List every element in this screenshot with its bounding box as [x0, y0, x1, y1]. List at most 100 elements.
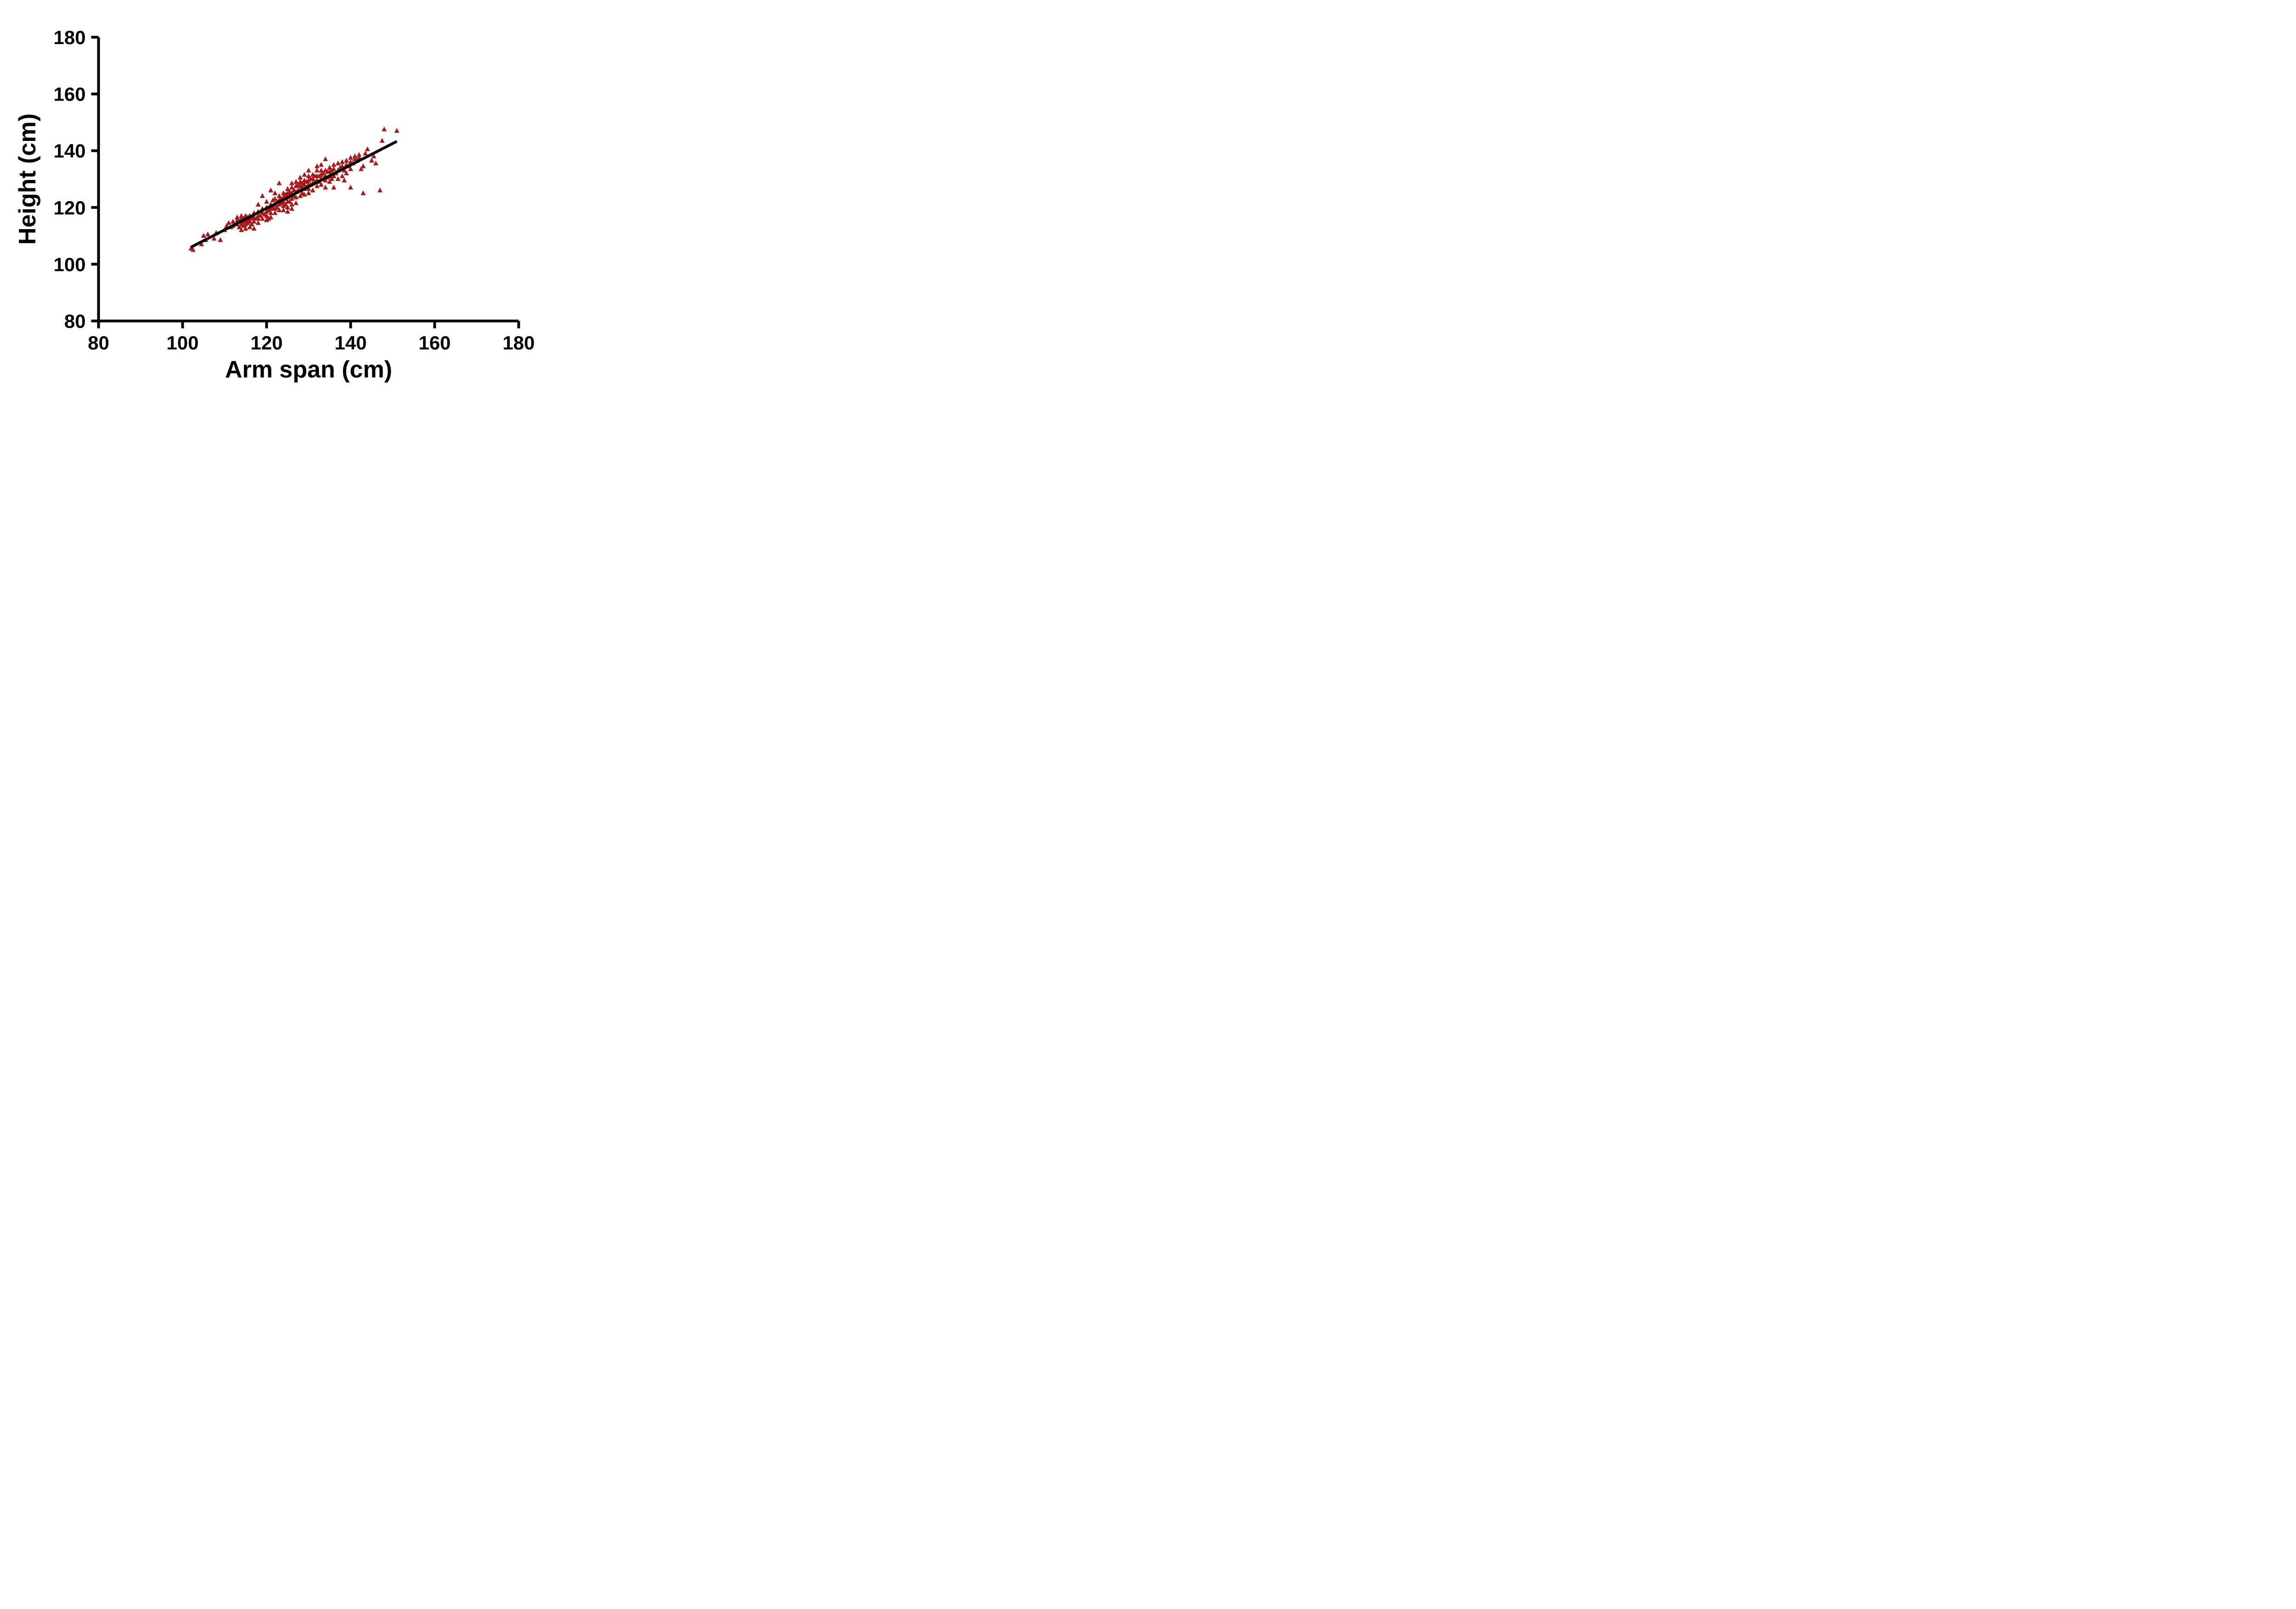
scatter-point	[323, 185, 328, 190]
scatter-point	[268, 206, 274, 211]
scatter-point	[236, 224, 242, 230]
x-tick-label: 100	[167, 332, 199, 354]
scatter-point	[298, 193, 303, 198]
y-tick-label: 140	[54, 140, 86, 162]
scatter-point	[270, 197, 276, 203]
x-tick-label: 140	[335, 332, 367, 354]
scatter-point	[348, 155, 354, 160]
x-tick-label: 160	[418, 332, 450, 354]
y-tick-label: 160	[54, 84, 86, 105]
scatter-point	[243, 221, 248, 227]
scatter-point	[306, 173, 311, 178]
scatter-point	[255, 220, 261, 225]
scatter-point	[335, 160, 341, 166]
scatter-point	[279, 200, 284, 205]
scatter-point	[258, 213, 263, 218]
scatter-point	[283, 202, 288, 207]
scatter-point	[329, 168, 334, 173]
scatter-point	[343, 170, 349, 175]
scatter-point	[226, 220, 231, 225]
scatter-point	[272, 196, 278, 201]
scatter-point	[276, 207, 282, 213]
scatter-point	[327, 169, 332, 174]
scatter-point	[360, 163, 366, 169]
scatter-point	[249, 221, 255, 227]
scatter-point	[190, 247, 196, 252]
regression-line	[190, 140, 398, 248]
scatter-point	[255, 216, 261, 221]
scatter-point	[342, 177, 347, 183]
scatter-point	[268, 214, 274, 219]
scatter-chart: Arm span (cm) Height (cm) 80 100 120 140 160…	[0, 0, 574, 402]
scatter-point	[287, 199, 293, 204]
scatter-plot-svg: Arm span (cm) Height (cm) 80 100 120 140 160…	[14, 27, 535, 383]
scatter-point	[348, 166, 354, 171]
scatter-point	[247, 219, 253, 224]
scatter-point	[314, 168, 320, 173]
scatter-point	[245, 220, 250, 225]
scatter-point	[205, 231, 210, 236]
x-tick-label: 120	[251, 332, 283, 354]
scatter-point	[281, 203, 286, 208]
scatter-point	[342, 168, 347, 173]
x-axis-label: Arm span (cm)	[225, 356, 392, 383]
scatter-point	[327, 179, 332, 184]
scatter-point	[235, 214, 240, 219]
scatter-point	[239, 227, 244, 232]
scatter-point	[352, 153, 358, 158]
scatter-point	[276, 193, 282, 198]
scatter-point	[318, 172, 324, 177]
scatter-point	[348, 185, 354, 190]
scatter-point	[230, 219, 236, 224]
scatter-point	[199, 241, 204, 247]
scatter-point	[339, 159, 345, 164]
y-tick-label: 180	[54, 27, 86, 48]
scatter-point	[259, 193, 265, 198]
scatter-point	[331, 166, 337, 171]
scatter-point	[318, 168, 324, 173]
scatter-point	[264, 213, 270, 218]
scatter-point	[306, 186, 311, 191]
scatter-point	[276, 202, 282, 207]
scatter-point	[327, 164, 332, 170]
scatter-point	[331, 173, 337, 178]
scatter-point	[329, 176, 334, 181]
scatter-point	[268, 187, 274, 192]
scatter-point	[339, 163, 345, 169]
scatter-point	[266, 216, 271, 221]
scatter-point	[289, 202, 294, 207]
scatter-point	[211, 236, 217, 241]
scatter-point	[310, 187, 315, 192]
scatter-point	[335, 176, 341, 181]
scatter-point	[314, 163, 320, 169]
scatter-point	[283, 191, 288, 197]
scatter-point	[285, 190, 290, 196]
scatter-point	[304, 179, 309, 184]
scatter-point	[302, 191, 307, 197]
scatter-point	[289, 196, 294, 201]
scatter-point	[371, 153, 377, 158]
scatter-point	[201, 233, 206, 238]
scatter-point	[218, 237, 223, 242]
scatter-point	[369, 158, 374, 163]
scatter-point	[365, 146, 370, 152]
scatter-point	[293, 200, 299, 205]
scatter-point	[306, 177, 311, 183]
scatter-point	[239, 213, 244, 218]
scatter-point	[379, 138, 385, 143]
scatter-point	[363, 151, 368, 156]
scatter-point	[356, 152, 362, 157]
scatter-point	[293, 194, 299, 200]
scatter-point	[289, 180, 294, 186]
scatter-point	[255, 202, 261, 207]
scatter-point	[293, 179, 299, 184]
scatter-point	[310, 176, 315, 181]
scatter-point	[243, 225, 248, 231]
scatter-point	[224, 223, 230, 228]
scatter-point	[251, 219, 257, 224]
scatter-point	[314, 183, 320, 188]
scatter-point	[289, 185, 294, 190]
scatter-point	[266, 207, 271, 213]
y-axis-label: Height (cm)	[14, 113, 41, 245]
scatter-point	[323, 177, 328, 183]
